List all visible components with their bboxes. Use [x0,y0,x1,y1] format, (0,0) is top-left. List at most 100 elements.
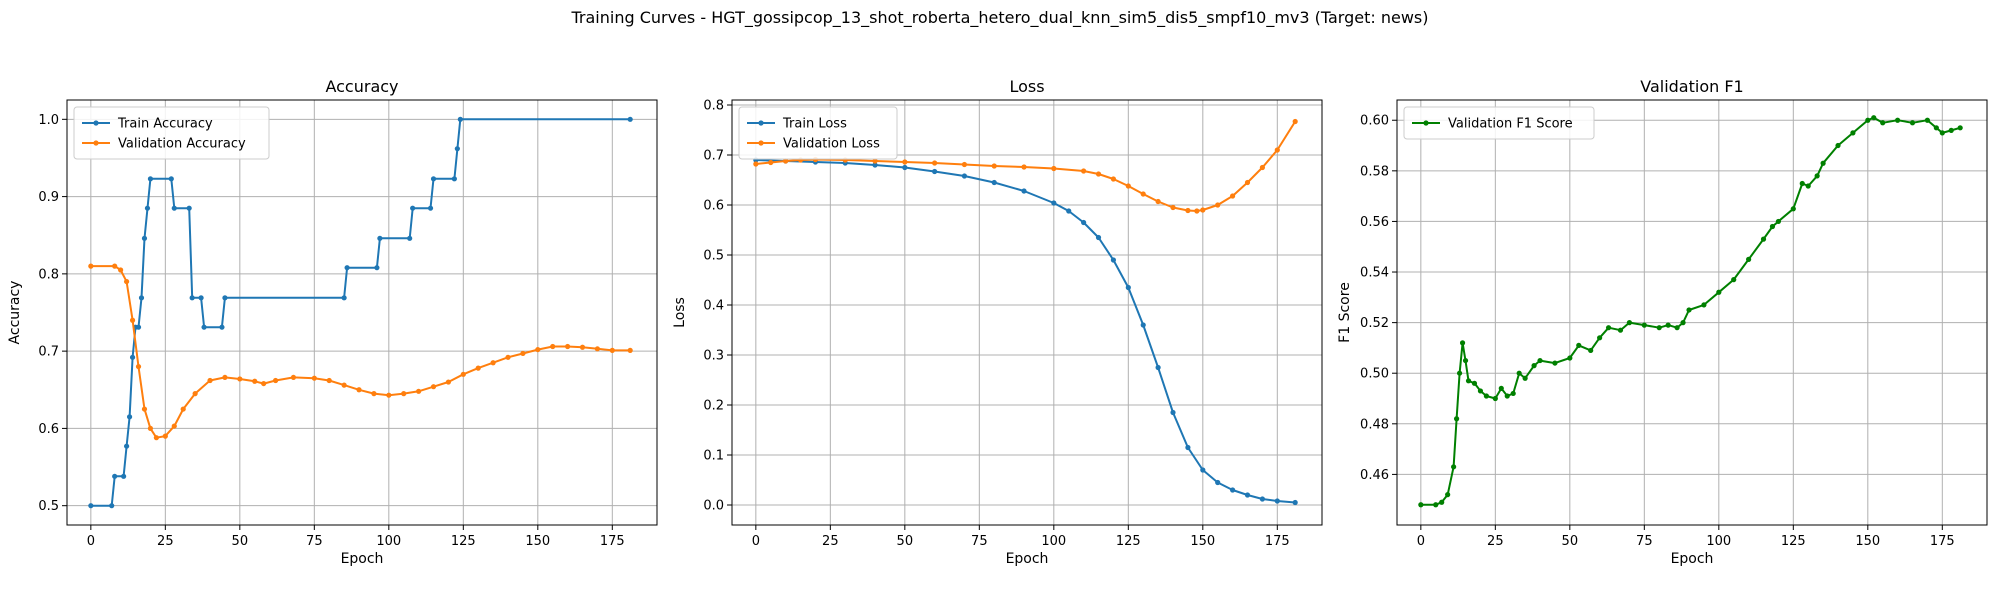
x-tick-label: 100 [1706,534,1731,549]
data-point [290,374,297,381]
data-point [1552,360,1558,366]
data-point [1021,188,1027,194]
data-point [1537,357,1543,364]
data-point [1814,173,1820,179]
data-point [1051,165,1057,172]
data-point [961,173,968,179]
data-point [454,146,460,152]
data-point [123,443,130,449]
data-point [565,343,571,350]
data-point [1588,347,1594,354]
data-point [872,162,878,168]
data-point [121,473,127,479]
y-tick-label: 0.48 [1360,417,1389,432]
x-tick-label: 25 [1487,534,1504,549]
x-tick-label: 75 [1636,534,1653,549]
data-point [1170,204,1176,211]
data-point [407,235,413,241]
x-tick-label: 50 [1562,534,1579,549]
data-point [1215,202,1221,208]
data-point [1230,193,1236,199]
data-point [272,377,279,384]
series-line [90,265,631,439]
data-point [1066,208,1072,214]
data-point [753,161,759,167]
data-point [627,347,633,353]
data-point [374,265,380,271]
data-point [1110,257,1117,263]
data-point [1471,380,1478,386]
legend-label: Train Loss [782,117,847,132]
data-point [198,295,204,301]
data-point [252,378,258,384]
data-point [430,384,437,390]
data-point [505,354,511,360]
data-point [991,179,997,186]
data-point [207,377,213,384]
data-point [1701,302,1707,308]
data-point [550,343,556,350]
y-tick-label: 0.46 [1360,468,1389,483]
x-tick-label: 125 [1781,534,1806,549]
data-point [1656,325,1662,331]
data-point [1433,502,1439,508]
y-tick-label: 0.5 [703,249,724,264]
data-point [427,205,434,211]
data-point [1292,118,1298,125]
x-tick-label: 50 [897,534,914,549]
data-point [445,379,452,385]
data-point [168,176,174,182]
data-point [201,324,207,330]
data-point [460,371,466,377]
data-point [1155,364,1161,371]
data-point [1483,393,1489,399]
x-axis-label: Epoch [341,551,384,567]
legend-label: Train Accuracy [117,117,213,132]
y-tick-label: 0.5 [38,499,59,514]
data-point [1259,164,1266,171]
data-point [1439,499,1445,505]
data-point [1680,320,1686,326]
data-point [1185,444,1191,451]
y-axis-label: Accuracy [7,281,23,345]
legend-label: Validation F1 Score [1448,117,1573,132]
data-point [1200,467,1206,473]
legend-label: Validation Loss [783,137,880,152]
data-point [1081,219,1087,226]
data-point [1274,498,1280,504]
y-tick-label: 0.60 [1360,114,1389,129]
y-tick-label: 0.9 [38,190,59,205]
axes-frame [1396,99,1988,526]
data-point [1909,120,1916,126]
y-axis-label: Loss [672,297,688,328]
data-point [961,161,968,168]
data-point [147,425,154,432]
data-point [135,363,142,370]
data-point [609,347,615,353]
data-point [1871,115,1877,121]
y-tick-label: 0.58 [1360,164,1389,179]
y-tick-label: 0.56 [1360,215,1389,230]
data-point [1674,325,1680,331]
legend-label: Validation Accuracy [118,137,246,152]
y-tick-label: 0.6 [703,199,724,214]
legend-box [738,106,898,160]
data-point [1939,130,1945,136]
data-point [1492,395,1498,402]
data-point [377,235,383,241]
data-point [1850,130,1856,136]
data-point [1194,208,1200,214]
data-point [1626,320,1633,326]
y-tick-label: 1.0 [38,113,59,128]
data-point [189,295,195,301]
x-tick-label: 175 [1265,534,1290,549]
data-point [451,176,457,182]
data-point [1576,342,1582,348]
x-tick-label: 75 [306,534,323,549]
data-point [326,377,332,384]
x-tick-label: 25 [157,534,174,549]
panel-title: Loss [1009,77,1044,96]
data-point [162,433,168,439]
legend-marker [93,120,99,126]
y-tick-label: 0.3 [703,349,724,364]
